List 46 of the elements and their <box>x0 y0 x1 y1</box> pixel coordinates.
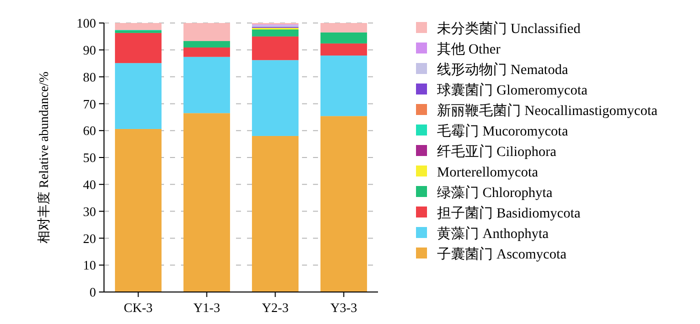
bar <box>183 47 230 57</box>
bar <box>252 36 299 60</box>
bar <box>114 32 162 64</box>
legend-label: 球囊菌门 Glomeromycota <box>437 82 588 98</box>
bar <box>320 43 368 56</box>
bar <box>320 116 368 292</box>
legend-label: Morterellomycota <box>437 165 539 180</box>
y-tick-label: 70 <box>83 96 96 112</box>
y-tick-label: 60 <box>83 123 96 138</box>
bar <box>114 128 162 292</box>
bar <box>183 41 230 48</box>
bar <box>114 63 162 129</box>
bar <box>114 23 162 30</box>
legend-label: 其他 Other <box>437 41 501 58</box>
y-tick-label: 30 <box>83 204 96 219</box>
y-tick-label: 50 <box>83 150 96 166</box>
bar <box>252 136 299 292</box>
x-tick-label: Y2-3 <box>262 300 289 315</box>
legend-label: 担子菌门 Basidiomycota <box>437 205 582 222</box>
legend-label: 黄藻门 Anthophyta <box>437 226 550 242</box>
bar <box>183 113 230 292</box>
legend-label: 线形动物门 Nematoda <box>437 62 569 78</box>
x-tick-label: Y1-3 <box>193 300 220 315</box>
legend-label: 新丽鞭毛菌门 Neocallimastigomycota <box>437 102 658 119</box>
bar <box>320 23 368 32</box>
y-tick-label: 10 <box>83 258 96 273</box>
bar <box>183 23 230 42</box>
x-tick-label: CK-3 <box>124 300 153 315</box>
bar <box>320 56 368 116</box>
y-tick-label: 90 <box>83 42 96 58</box>
bar <box>320 32 368 44</box>
y-tick-label: 40 <box>83 176 96 192</box>
legend-label: 子囊菌门 Ascomycota <box>437 246 568 262</box>
y-tick-label: 100 <box>76 16 96 31</box>
bar <box>252 60 299 136</box>
y-axis-title: 相对丰度 Relative abundance/% <box>36 71 51 244</box>
legend-label: 毛霉门 Mucoromycota <box>437 123 569 140</box>
y-tick-label: 80 <box>83 69 96 84</box>
x-tick-label: Y3-3 <box>330 300 358 315</box>
y-tick-label: 20 <box>83 230 96 246</box>
legend-label: 绿藻门 Chlorophyta <box>437 184 554 201</box>
bar <box>183 56 230 114</box>
legend-label: 纤毛亚门 Ciliophora <box>437 144 558 160</box>
bar <box>252 29 299 36</box>
legend-label: 未分类菌门 Unclassified <box>437 20 580 37</box>
y-tick-label: 0 <box>90 284 96 300</box>
